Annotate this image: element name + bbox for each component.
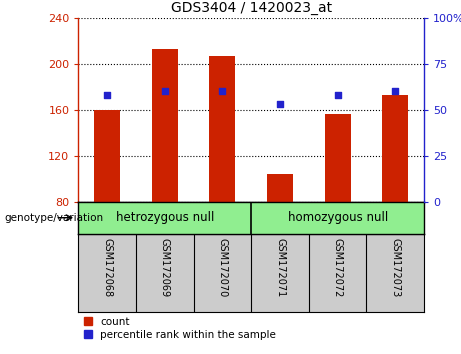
Bar	[267, 174, 293, 202]
Point	[334, 92, 341, 98]
Point	[103, 92, 111, 98]
Text: GSM172073: GSM172073	[390, 238, 400, 297]
Text: hetrozygous null: hetrozygous null	[116, 211, 214, 224]
Point	[219, 88, 226, 94]
Bar	[382, 95, 408, 202]
Text: GSM172072: GSM172072	[333, 238, 343, 297]
Bar	[152, 49, 178, 202]
Text: GSM172069: GSM172069	[160, 238, 170, 297]
Bar	[325, 114, 351, 202]
Text: GSM172070: GSM172070	[218, 238, 227, 297]
Legend: count, percentile rank within the sample: count, percentile rank within the sample	[83, 317, 276, 340]
Text: GSM172068: GSM172068	[102, 238, 112, 297]
Text: homozygous null: homozygous null	[288, 211, 388, 224]
Point	[392, 88, 399, 94]
Bar	[209, 56, 236, 202]
Point	[161, 88, 169, 94]
Text: GSM172071: GSM172071	[275, 238, 285, 297]
Point	[277, 101, 284, 107]
Text: genotype/variation: genotype/variation	[5, 213, 104, 223]
Bar	[94, 110, 120, 202]
Title: GDS3404 / 1420023_at: GDS3404 / 1420023_at	[171, 1, 332, 15]
